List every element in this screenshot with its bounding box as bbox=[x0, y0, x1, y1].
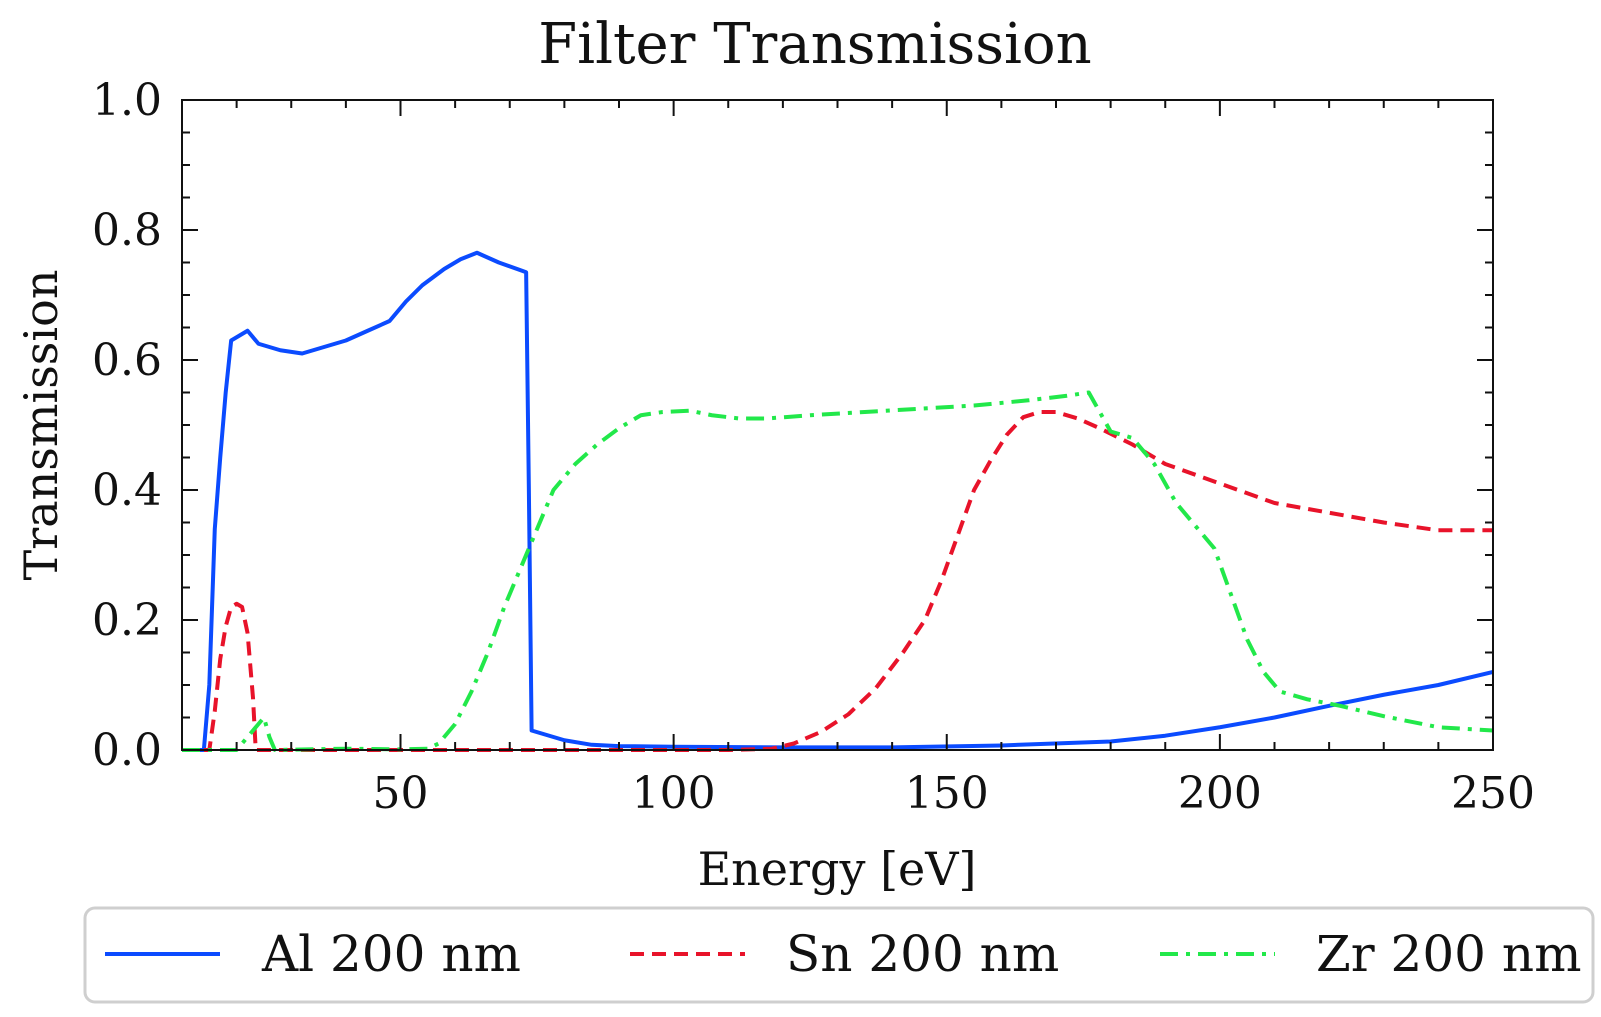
series-line-1 bbox=[182, 250, 1493, 752]
x-axis-label: Energy [eV] bbox=[698, 842, 977, 896]
x-tick-label: 50 bbox=[373, 768, 429, 819]
x-tick-label: 100 bbox=[632, 768, 716, 819]
y-tick-label: 1.0 bbox=[92, 75, 162, 126]
x-tick-label: 200 bbox=[1178, 768, 1262, 819]
y-tick-label: 0.2 bbox=[92, 595, 162, 646]
series-line-2 bbox=[182, 410, 1493, 752]
plot-area-frame bbox=[181, 99, 1494, 751]
chart-title: Filter Transmission bbox=[538, 12, 1091, 77]
ticks-layer: 50 100 150 200 250 0.0 0.2 0.4 0.6 0.8 1.0 bbox=[92, 75, 1535, 819]
legend-label-1: Al 200 nm bbox=[261, 925, 521, 983]
x-tick-label: 250 bbox=[1451, 768, 1535, 819]
y-tick-label: 0.8 bbox=[92, 205, 162, 256]
y-tick-label: 0.6 bbox=[92, 335, 162, 386]
y-tick-label: 0.0 bbox=[92, 725, 162, 776]
x-tick-label: 150 bbox=[905, 768, 989, 819]
y-tick-label: 0.4 bbox=[92, 465, 162, 516]
legend-label-3: Zr 200 nm bbox=[1316, 925, 1581, 983]
legend-label-2: Sn 200 nm bbox=[786, 925, 1059, 983]
y-axis-label: Transmission bbox=[14, 270, 68, 581]
legend-box bbox=[83, 906, 1595, 1004]
series-line-3 bbox=[182, 390, 1493, 752]
legend: Al 200 nm Sn 200 nm Zr 200 nm bbox=[83, 906, 1595, 1004]
series-layer bbox=[182, 250, 1493, 752]
